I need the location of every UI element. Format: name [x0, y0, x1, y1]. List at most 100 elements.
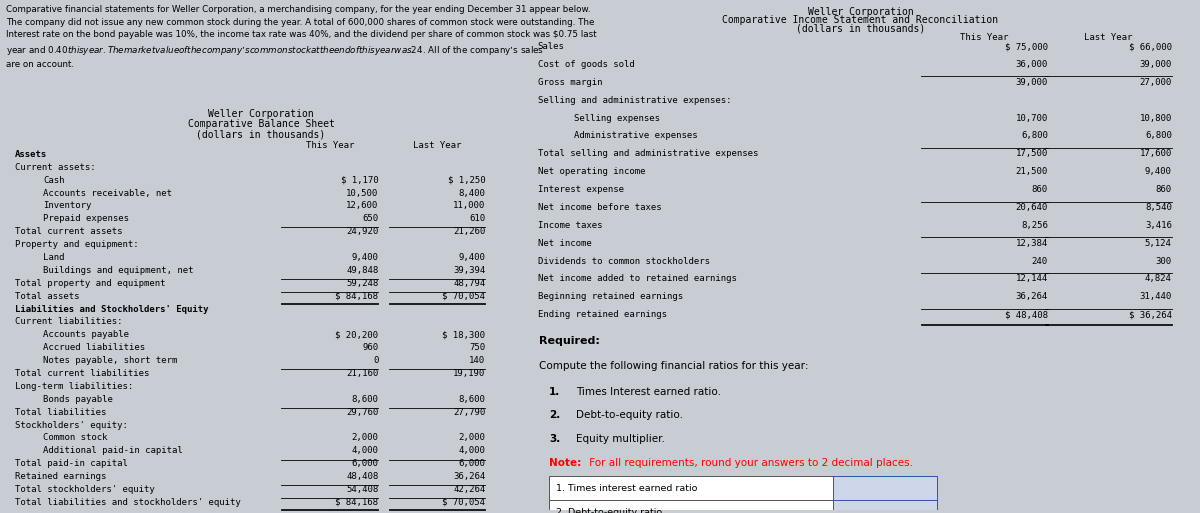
Text: 6,800: 6,800 [1021, 131, 1048, 141]
Text: 960: 960 [362, 343, 378, 352]
Text: 42,264: 42,264 [454, 485, 485, 494]
Text: Ending retained earnings: Ending retained earnings [538, 310, 667, 319]
Text: 140: 140 [469, 356, 485, 365]
Text: 650: 650 [362, 214, 378, 223]
Text: 19,190: 19,190 [454, 369, 485, 378]
Text: This Year: This Year [306, 141, 354, 149]
Text: Net income: Net income [538, 239, 592, 248]
Text: 240: 240 [1032, 256, 1048, 266]
Text: 300: 300 [1156, 256, 1171, 266]
Text: Assets: Assets [16, 150, 48, 159]
Text: Net operating income: Net operating income [538, 167, 646, 176]
Bar [550, 500, 937, 513]
Text: Cost of goods sold: Cost of goods sold [538, 60, 635, 69]
Text: 8,600: 8,600 [352, 395, 378, 404]
Text: Total current assets: Total current assets [16, 227, 122, 236]
Text: 8,600: 8,600 [458, 395, 485, 404]
Text: Weller Corporation: Weller Corporation [208, 109, 314, 119]
Bar [833, 476, 937, 500]
Text: $ 70,054: $ 70,054 [443, 292, 485, 301]
Text: 6,000: 6,000 [458, 459, 485, 468]
Text: 39,394: 39,394 [454, 266, 485, 275]
Text: Debt-to-equity ratio.: Debt-to-equity ratio. [576, 410, 683, 420]
Text: Total liabilities and stockholders' equity: Total liabilities and stockholders' equi… [16, 498, 241, 507]
Text: 48,408: 48,408 [346, 472, 378, 481]
Text: For all requirements, round your answers to 2 decimal places.: For all requirements, round your answers… [586, 458, 913, 468]
Text: 5,124: 5,124 [1145, 239, 1171, 248]
Text: Interest expense: Interest expense [538, 185, 624, 194]
Text: Comparative Balance Sheet: Comparative Balance Sheet [187, 119, 335, 129]
Text: 9,400: 9,400 [352, 253, 378, 262]
Text: Total selling and administrative expenses: Total selling and administrative expense… [538, 149, 758, 159]
Text: Net income before taxes: Net income before taxes [538, 203, 661, 212]
Text: Bonds payable: Bonds payable [43, 395, 113, 404]
Text: 9,400: 9,400 [458, 253, 485, 262]
Text: Cash: Cash [43, 175, 65, 185]
Text: 21,160: 21,160 [346, 369, 378, 378]
Text: Comparative Income Statement and Reconciliation: Comparative Income Statement and Reconci… [722, 15, 998, 26]
Text: Total liabilities: Total liabilities [16, 408, 107, 417]
Text: Compute the following financial ratios for this year:: Compute the following financial ratios f… [539, 361, 809, 371]
Text: 860: 860 [1156, 185, 1171, 194]
Text: $ 75,000: $ 75,000 [1004, 42, 1048, 51]
Text: Last Year: Last Year [413, 141, 461, 149]
Text: 8,400: 8,400 [458, 189, 485, 198]
Text: Gross margin: Gross margin [538, 78, 602, 87]
Text: 17,600: 17,600 [1140, 149, 1171, 159]
Text: 59,248: 59,248 [346, 279, 378, 288]
Text: Administrative expenses: Administrative expenses [575, 131, 698, 141]
Text: 27,790: 27,790 [454, 408, 485, 417]
Text: 20,640: 20,640 [1015, 203, 1048, 212]
Text: 6,000: 6,000 [352, 459, 378, 468]
Text: 6,800: 6,800 [1145, 131, 1171, 141]
Text: 39,000: 39,000 [1015, 78, 1048, 87]
Text: Required:: Required: [539, 336, 600, 346]
Text: 9,400: 9,400 [1145, 167, 1171, 176]
Text: (dollars in thousands): (dollars in thousands) [197, 129, 325, 139]
Text: Current assets:: Current assets: [16, 163, 96, 172]
Text: Weller Corporation: Weller Corporation [808, 7, 913, 17]
Bar [833, 500, 937, 513]
Text: Note:: Note: [550, 458, 581, 468]
Text: $ 48,408: $ 48,408 [1004, 310, 1048, 319]
Text: (dollars in thousands): (dollars in thousands) [796, 24, 925, 33]
Text: 29,760: 29,760 [346, 408, 378, 417]
Text: 2.: 2. [550, 410, 560, 420]
Text: 12,384: 12,384 [1015, 239, 1048, 248]
Text: 24,920: 24,920 [346, 227, 378, 236]
Text: 4,000: 4,000 [458, 446, 485, 456]
Text: 860: 860 [1032, 185, 1048, 194]
Text: $ 1,170: $ 1,170 [341, 175, 378, 185]
Text: Sales: Sales [538, 42, 564, 51]
Text: Dividends to common stockholders: Dividends to common stockholders [538, 256, 709, 266]
Text: 21,500: 21,500 [1015, 167, 1048, 176]
Text: 36,264: 36,264 [454, 472, 485, 481]
Text: 10,500: 10,500 [346, 189, 378, 198]
Text: $ 84,168: $ 84,168 [335, 292, 378, 301]
Text: Total assets: Total assets [16, 292, 79, 301]
Text: 2,000: 2,000 [352, 433, 378, 443]
Text: 1.: 1. [550, 387, 560, 397]
Text: 2. Debt-to-equity ratio: 2. Debt-to-equity ratio [556, 508, 662, 513]
Text: Inventory: Inventory [43, 202, 91, 210]
Text: Net income added to retained earnings: Net income added to retained earnings [538, 274, 737, 283]
Text: 54,408: 54,408 [346, 485, 378, 494]
Text: $ 66,000: $ 66,000 [1129, 42, 1171, 51]
Text: Common stock: Common stock [43, 433, 108, 443]
Text: Last Year: Last Year [1084, 33, 1133, 42]
Text: Liabilities and Stockholders' Equity: Liabilities and Stockholders' Equity [16, 305, 209, 313]
Text: Retained earnings: Retained earnings [16, 472, 107, 481]
Bar [550, 476, 937, 500]
Text: Selling and administrative expenses:: Selling and administrative expenses: [538, 95, 731, 105]
Text: Beginning retained earnings: Beginning retained earnings [538, 292, 683, 301]
Text: Current liabilities:: Current liabilities: [16, 318, 122, 326]
Text: Prepaid expenses: Prepaid expenses [43, 214, 130, 223]
Text: 3,416: 3,416 [1145, 221, 1171, 230]
Text: Long-term liabilities:: Long-term liabilities: [16, 382, 133, 391]
Text: Total stockholders' equity: Total stockholders' equity [16, 485, 155, 494]
Text: 17,500: 17,500 [1015, 149, 1048, 159]
Text: Stockholders' equity:: Stockholders' equity: [16, 421, 128, 429]
Text: Notes payable, short term: Notes payable, short term [43, 356, 178, 365]
Text: Income taxes: Income taxes [538, 221, 602, 230]
Text: 31,440: 31,440 [1140, 292, 1171, 301]
